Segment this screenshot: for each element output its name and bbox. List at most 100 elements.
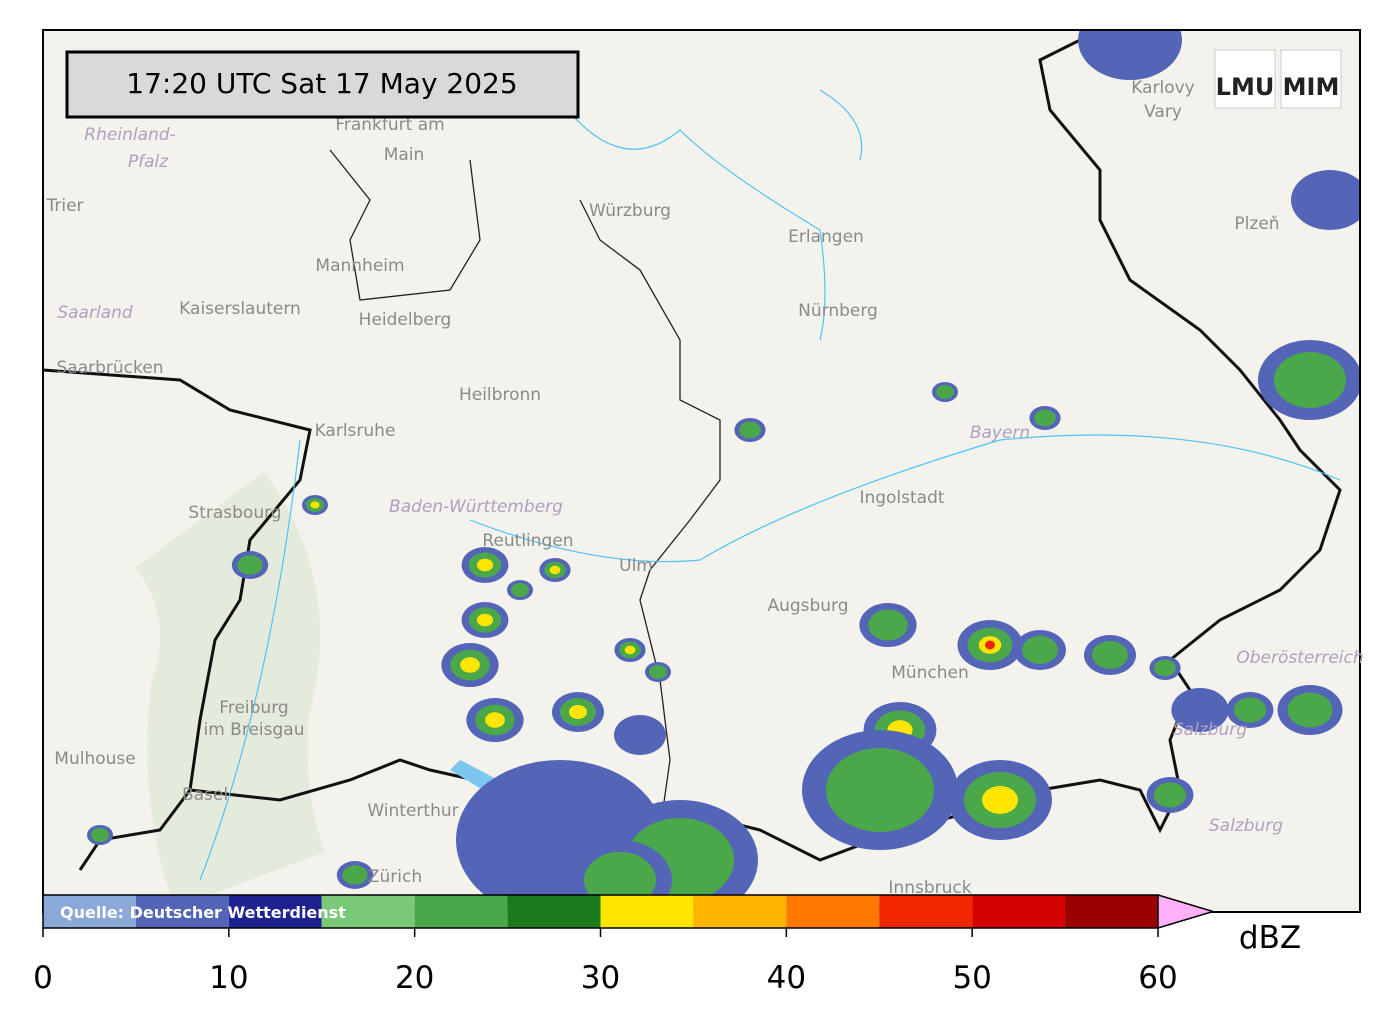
- place-label: Erlangen: [788, 227, 864, 247]
- river: [199, 89, 1341, 881]
- colorbar-segment: [972, 895, 1066, 928]
- echo: [982, 786, 1018, 814]
- echo: [485, 712, 505, 728]
- logo-text: MIM: [1283, 73, 1340, 101]
- colorbar-tick-label: 60: [1138, 960, 1177, 996]
- place-label: Reutlingen: [482, 531, 573, 551]
- place-label: im Breisgau: [204, 720, 305, 740]
- place-label: Trier: [45, 196, 83, 216]
- colorbar-segment: [1065, 895, 1158, 928]
- colorbar-segment: [507, 895, 601, 928]
- colorbar-tick-label: 50: [952, 960, 991, 996]
- colorbar-tick-label: 10: [209, 960, 248, 996]
- echo: [1034, 409, 1056, 427]
- colorbar-segment: [693, 895, 787, 928]
- place-label: Plzeň: [1234, 214, 1279, 234]
- forest: [134, 472, 326, 909]
- colorbar-tick-label: 40: [767, 960, 806, 996]
- echo: [237, 555, 263, 575]
- echo: [1153, 782, 1187, 808]
- echo: [1092, 641, 1128, 669]
- place-label: Würzburg: [589, 201, 671, 221]
- colorbar-segment: [43, 895, 136, 928]
- place-label: Zürich: [368, 867, 422, 887]
- echo: [511, 583, 529, 597]
- place-label: Freiburg: [219, 698, 288, 718]
- colorbar-segment: [879, 895, 973, 928]
- place-label: Mulhouse: [54, 749, 135, 769]
- echo: [649, 665, 667, 679]
- colorbar-segment: [135, 895, 229, 928]
- echo: [1274, 352, 1346, 408]
- colorbar-segment: [414, 895, 508, 928]
- echo: [614, 715, 666, 755]
- place-label: Innsbruck: [888, 878, 971, 898]
- echo: [1171, 688, 1229, 732]
- map: [43, 30, 1360, 912]
- echo: [584, 852, 656, 908]
- place-label: Heidelberg: [359, 310, 452, 330]
- echo: [739, 421, 761, 439]
- place-label: Frankfurt am: [335, 115, 444, 135]
- echo: [310, 501, 320, 509]
- place-label: Saarbrücken: [57, 358, 164, 378]
- echo: [826, 748, 934, 832]
- place-label: Karlovy: [1131, 78, 1195, 98]
- echo: [569, 705, 587, 719]
- echo: [342, 865, 368, 885]
- colorbar-segment: [228, 895, 322, 928]
- colorbar-tick-label: 0: [33, 960, 53, 996]
- timestamp-box: [65, 50, 580, 119]
- place-label: Winterthur: [367, 801, 458, 821]
- place-label: Pfalz: [128, 152, 169, 172]
- place-label: Augsburg: [767, 596, 848, 616]
- radar-echoes: [87, 30, 1360, 912]
- place-label: Salzburg: [1209, 816, 1283, 836]
- place-label: Basel: [182, 785, 228, 805]
- place-label: Oberösterreich: [1236, 648, 1363, 668]
- colorbar-source: Quelle: Deutscher Wetterdienst: [60, 903, 346, 922]
- echo: [1291, 170, 1360, 230]
- colorbar-segment: [600, 895, 694, 928]
- echo: [476, 558, 494, 572]
- echo: [1154, 659, 1176, 677]
- colorbar: Quelle: Deutscher Wetterdienst 0 10 20 30 40 5…: [33, 893, 1301, 996]
- echo: [476, 613, 494, 627]
- place-label: Mannheim: [315, 256, 404, 276]
- colorbar-segment: [321, 895, 415, 928]
- echo: [624, 645, 636, 655]
- echo: [91, 828, 109, 842]
- place-label: München: [891, 663, 969, 683]
- echo: [868, 609, 908, 641]
- place-label: Salzburg: [1173, 720, 1247, 740]
- colorbar-tick-label: 20: [395, 960, 434, 996]
- place-label: Ulm: [619, 556, 653, 576]
- place-label: Karlsruhe: [315, 421, 396, 441]
- colorbar-tick-label: 30: [581, 960, 620, 996]
- colorbar-segment: [786, 895, 880, 928]
- echo: [985, 640, 995, 650]
- echo: [1078, 30, 1182, 80]
- place-label: Vary: [1144, 102, 1182, 122]
- echo: [460, 657, 480, 673]
- logo-box: [1280, 49, 1342, 109]
- place-label: Baden-Württemberg: [389, 497, 563, 517]
- place-label: Ingolstadt: [859, 488, 944, 508]
- echo: [1233, 697, 1267, 723]
- echo: [1022, 636, 1058, 664]
- place-label: Rheinland-: [84, 125, 175, 145]
- place-labels: Frankfurt am Main Rheinland- Pfalz Trier Mann…: [45, 78, 1363, 898]
- place-label: Kaiserslautern: [179, 299, 301, 319]
- place-label: Strasbourg: [188, 503, 281, 523]
- place-label: Main: [384, 145, 425, 165]
- echo: [549, 565, 561, 575]
- echo: [1287, 692, 1333, 728]
- colorbar-extension: [1157, 893, 1216, 930]
- place-label: Nürnberg: [798, 301, 878, 321]
- colorbar-unit: dBZ: [1239, 920, 1301, 956]
- logo-text: LMU: [1216, 73, 1275, 101]
- place-label: Heilbronn: [459, 385, 541, 405]
- place-label: Bayern: [970, 423, 1030, 443]
- border: [43, 368, 312, 871]
